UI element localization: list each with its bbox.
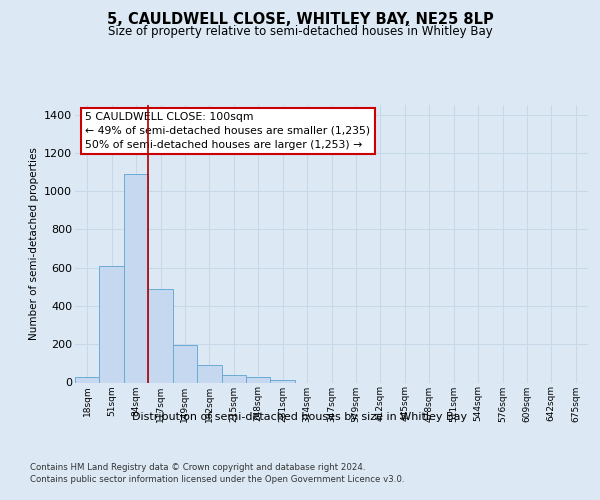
Text: 5, CAULDWELL CLOSE, WHITLEY BAY, NE25 8LP: 5, CAULDWELL CLOSE, WHITLEY BAY, NE25 8L… (107, 12, 493, 28)
Bar (197, 366, 221, 382)
Text: 5 CAULDWELL CLOSE: 100sqm
← 49% of semi-detached houses are smaller (1,235)
50% : 5 CAULDWELL CLOSE: 100sqm ← 49% of semi-… (85, 112, 370, 150)
Bar (100, 266, 124, 382)
Y-axis label: Number of semi-detached properties: Number of semi-detached properties (29, 148, 38, 340)
Bar (148, 288, 173, 382)
Bar (246, 377, 271, 382)
Bar (75, 377, 100, 382)
Bar (271, 380, 295, 382)
Bar (221, 375, 246, 382)
Bar (173, 345, 197, 383)
Text: Distribution of semi-detached houses by size in Whitley Bay: Distribution of semi-detached houses by … (133, 412, 467, 422)
Text: Contains HM Land Registry data © Crown copyright and database right 2024.: Contains HM Land Registry data © Crown c… (30, 462, 365, 471)
Text: Size of property relative to semi-detached houses in Whitley Bay: Size of property relative to semi-detach… (107, 25, 493, 38)
Text: Contains public sector information licensed under the Open Government Licence v3: Contains public sector information licen… (30, 475, 404, 484)
Bar (124, 174, 148, 382)
